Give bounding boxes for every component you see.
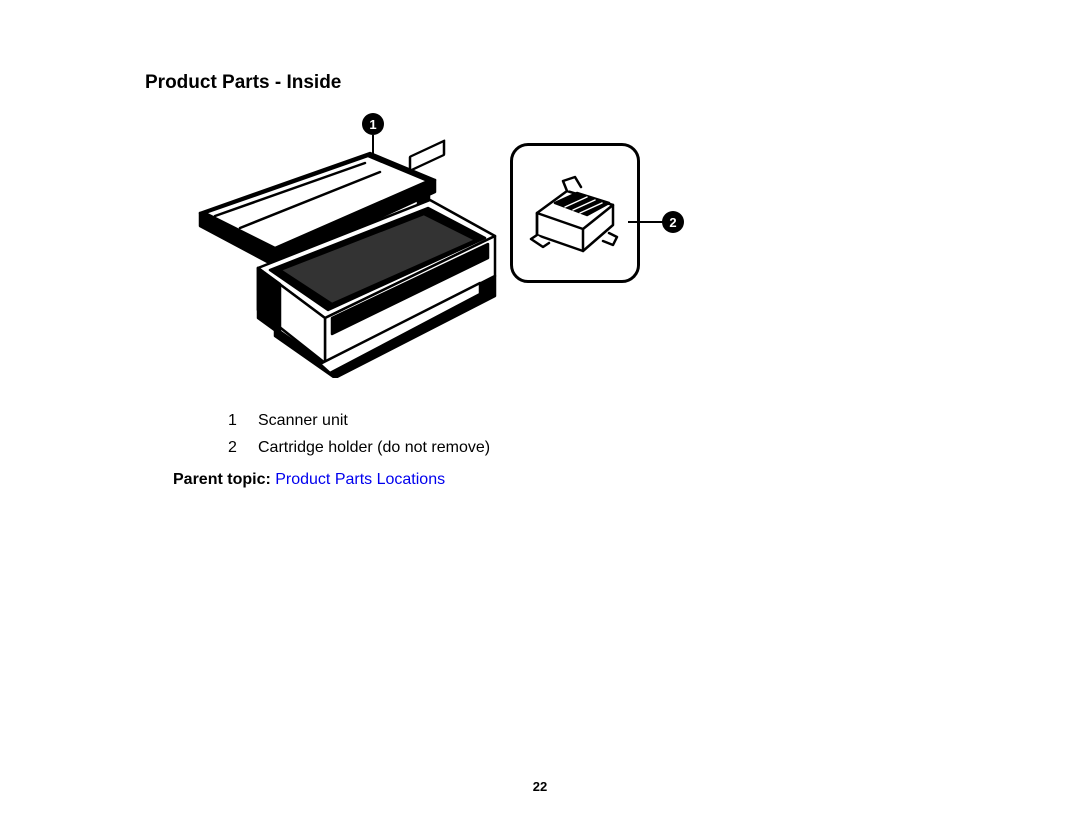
product-diagram: 1 2 xyxy=(180,108,720,388)
parent-topic: Parent topic: Product Parts Locations xyxy=(173,471,445,489)
printer-illustration xyxy=(180,118,550,378)
legend-row-1: 1 Scanner unit xyxy=(228,407,490,434)
legend-num-1: 1 xyxy=(228,407,258,434)
parent-topic-link[interactable]: Product Parts Locations xyxy=(275,471,445,488)
leader-line-2 xyxy=(628,221,664,223)
legend-num-2: 2 xyxy=(228,434,258,461)
parts-legend: 1 Scanner unit 2 Cartridge holder (do no… xyxy=(228,407,490,461)
legend-row-2: 2 Cartridge holder (do not remove) xyxy=(228,434,490,461)
page-number: 22 xyxy=(0,779,1080,794)
callout-badge-2: 2 xyxy=(662,211,684,233)
legend-text-1: Scanner unit xyxy=(258,407,348,434)
page-title: Product Parts - Inside xyxy=(145,72,341,94)
cartridge-illustration xyxy=(525,163,625,263)
parent-topic-label: Parent topic: xyxy=(173,471,275,488)
page: Product Parts - Inside 1 2 xyxy=(0,0,1080,834)
legend-text-2: Cartridge holder (do not remove) xyxy=(258,434,490,461)
